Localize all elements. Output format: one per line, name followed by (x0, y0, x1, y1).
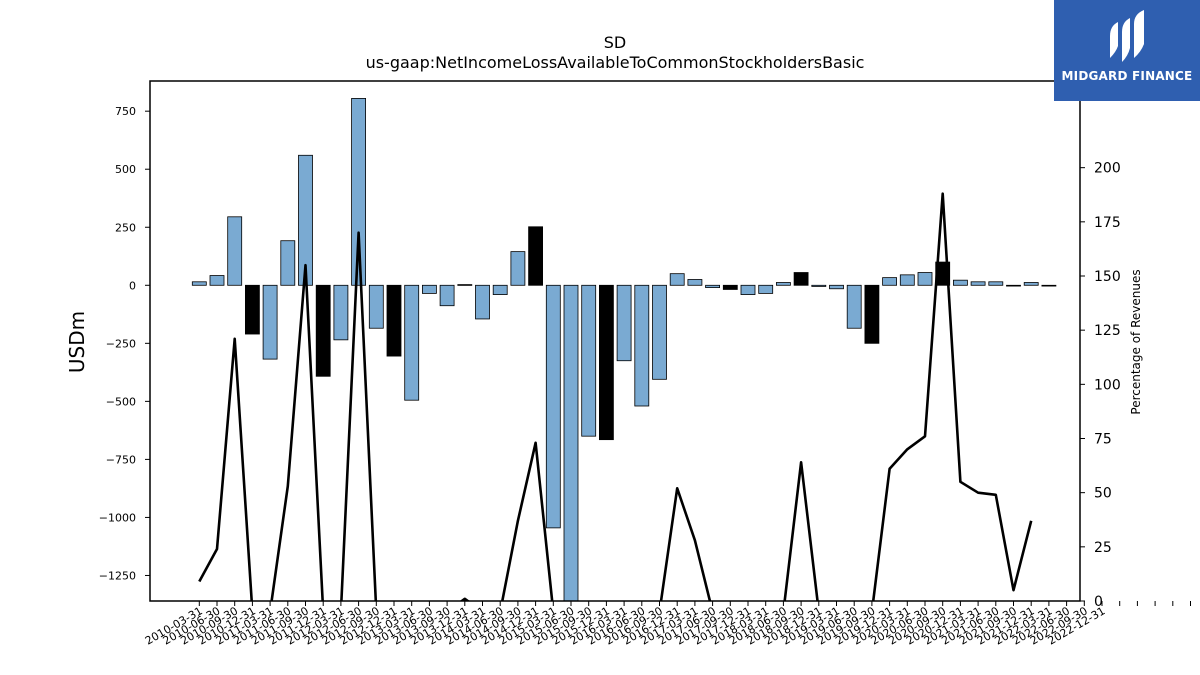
y2-tick-label: 75 (1094, 432, 1112, 448)
y2-tick-label: 200 (1094, 161, 1121, 177)
y-tick-label: −250 (106, 337, 136, 350)
bar-2014-12-31 (528, 226, 543, 286)
bar-2012-12-31 (386, 284, 402, 357)
bar-2019-06-30 (846, 284, 862, 329)
bar-2015-06-30 (563, 284, 579, 602)
bar-2012-09-30 (368, 284, 384, 329)
bar-2017-09-30 (722, 284, 738, 290)
bar-2010-06-30 (209, 275, 225, 286)
y-axis-label: USDm (65, 311, 89, 373)
bar-2019-09-30 (864, 284, 880, 344)
y2-tick-label: 50 (1094, 486, 1112, 502)
bars-layer (191, 98, 1057, 602)
bar-2015-09-30 (581, 284, 597, 437)
y-tick-label: −1000 (99, 511, 136, 524)
chart-title: SD (604, 33, 626, 52)
bar-2016-12-31 (669, 273, 685, 286)
y2-tick-label: 100 (1094, 377, 1121, 393)
y2-tick-label: 125 (1094, 323, 1121, 339)
bar-2019-12-31 (882, 277, 897, 286)
y-tick-label: 500 (115, 163, 136, 176)
bar-2011-12-31 (315, 284, 331, 377)
bar-2017-12-31 (740, 284, 756, 295)
bar-2010-03-31 (191, 281, 207, 286)
bar-2021-09-30 (1006, 284, 1021, 287)
bar-2011-06-30 (280, 240, 296, 286)
bar-2017-03-31 (687, 279, 703, 286)
bar-2013-12-31 (457, 284, 473, 286)
bar-2011-03-31 (262, 284, 278, 360)
x-axis-ticks: 2010-03-312010-06-302010-09-302010-12-31… (143, 601, 1191, 648)
logo-mark-icon (1110, 10, 1144, 62)
y2-axis-label: Percentage of Revenues (1129, 269, 1143, 414)
bar-2021-03-31 (970, 281, 986, 286)
bar-2018-12-31 (811, 284, 827, 287)
y2-tick-label: 25 (1094, 540, 1112, 556)
bar-2016-09-30 (652, 284, 667, 380)
y-tick-label: 250 (115, 221, 136, 234)
line-layer (198, 192, 1033, 601)
percentage-line (198, 192, 1033, 601)
bar-2014-03-31 (475, 284, 490, 320)
brand-name: MIDGARD FINANCE (1061, 69, 1193, 83)
bar-2018-06-30 (776, 282, 791, 286)
bar-2020-12-31 (953, 279, 968, 286)
y-tick-label: −500 (106, 395, 136, 408)
bar-2013-03-31 (404, 284, 420, 401)
bar-2012-06-30 (351, 98, 367, 286)
bar-2022-03-31 (1041, 284, 1057, 287)
chart-subtitle: us-gaap:NetIncomeLossAvailableToCommonSt… (366, 53, 865, 72)
bar-2020-03-31 (899, 274, 915, 286)
y-tick-label: 0 (129, 279, 136, 292)
y-axis-ticks: 750 500 250 0 −250 −500 −750 −1000 −1250 (99, 105, 150, 582)
bar-2013-09-30 (439, 284, 455, 307)
y2-tick-label: 0 (1094, 594, 1103, 610)
bar-2020-06-30 (917, 272, 933, 286)
bar-2021-12-31 (1023, 282, 1039, 286)
bar-2019-03-31 (829, 284, 844, 290)
bar-2021-06-30 (988, 281, 1004, 286)
bar-2016-03-31 (616, 284, 632, 362)
bar-2010-12-31 (244, 284, 260, 335)
brand-logo: MIDGARD FINANCE (1054, 0, 1200, 101)
bar-2014-09-30 (510, 251, 526, 286)
bar-2018-09-30 (793, 272, 809, 286)
plot-frame (149, 80, 1081, 602)
bar-2018-03-31 (758, 284, 774, 294)
bar-2013-06-30 (421, 284, 437, 294)
y2-axis-ticks: 0 25 50 75 100 125 150 175 200 (1080, 161, 1121, 610)
bar-2010-09-30 (227, 216, 243, 286)
bar-2015-03-31 (545, 284, 561, 529)
y-tick-label: 750 (115, 105, 136, 118)
bar-2017-06-30 (705, 284, 720, 289)
bar-2012-03-31 (333, 284, 349, 341)
bar-2016-06-30 (634, 284, 650, 407)
bar-2014-06-30 (492, 284, 508, 295)
y-tick-label: −1250 (99, 569, 136, 582)
y2-tick-label: 175 (1094, 215, 1121, 231)
y2-tick-label: 150 (1094, 269, 1121, 285)
y-tick-label: −750 (106, 453, 136, 466)
bar-2015-12-31 (599, 284, 614, 441)
